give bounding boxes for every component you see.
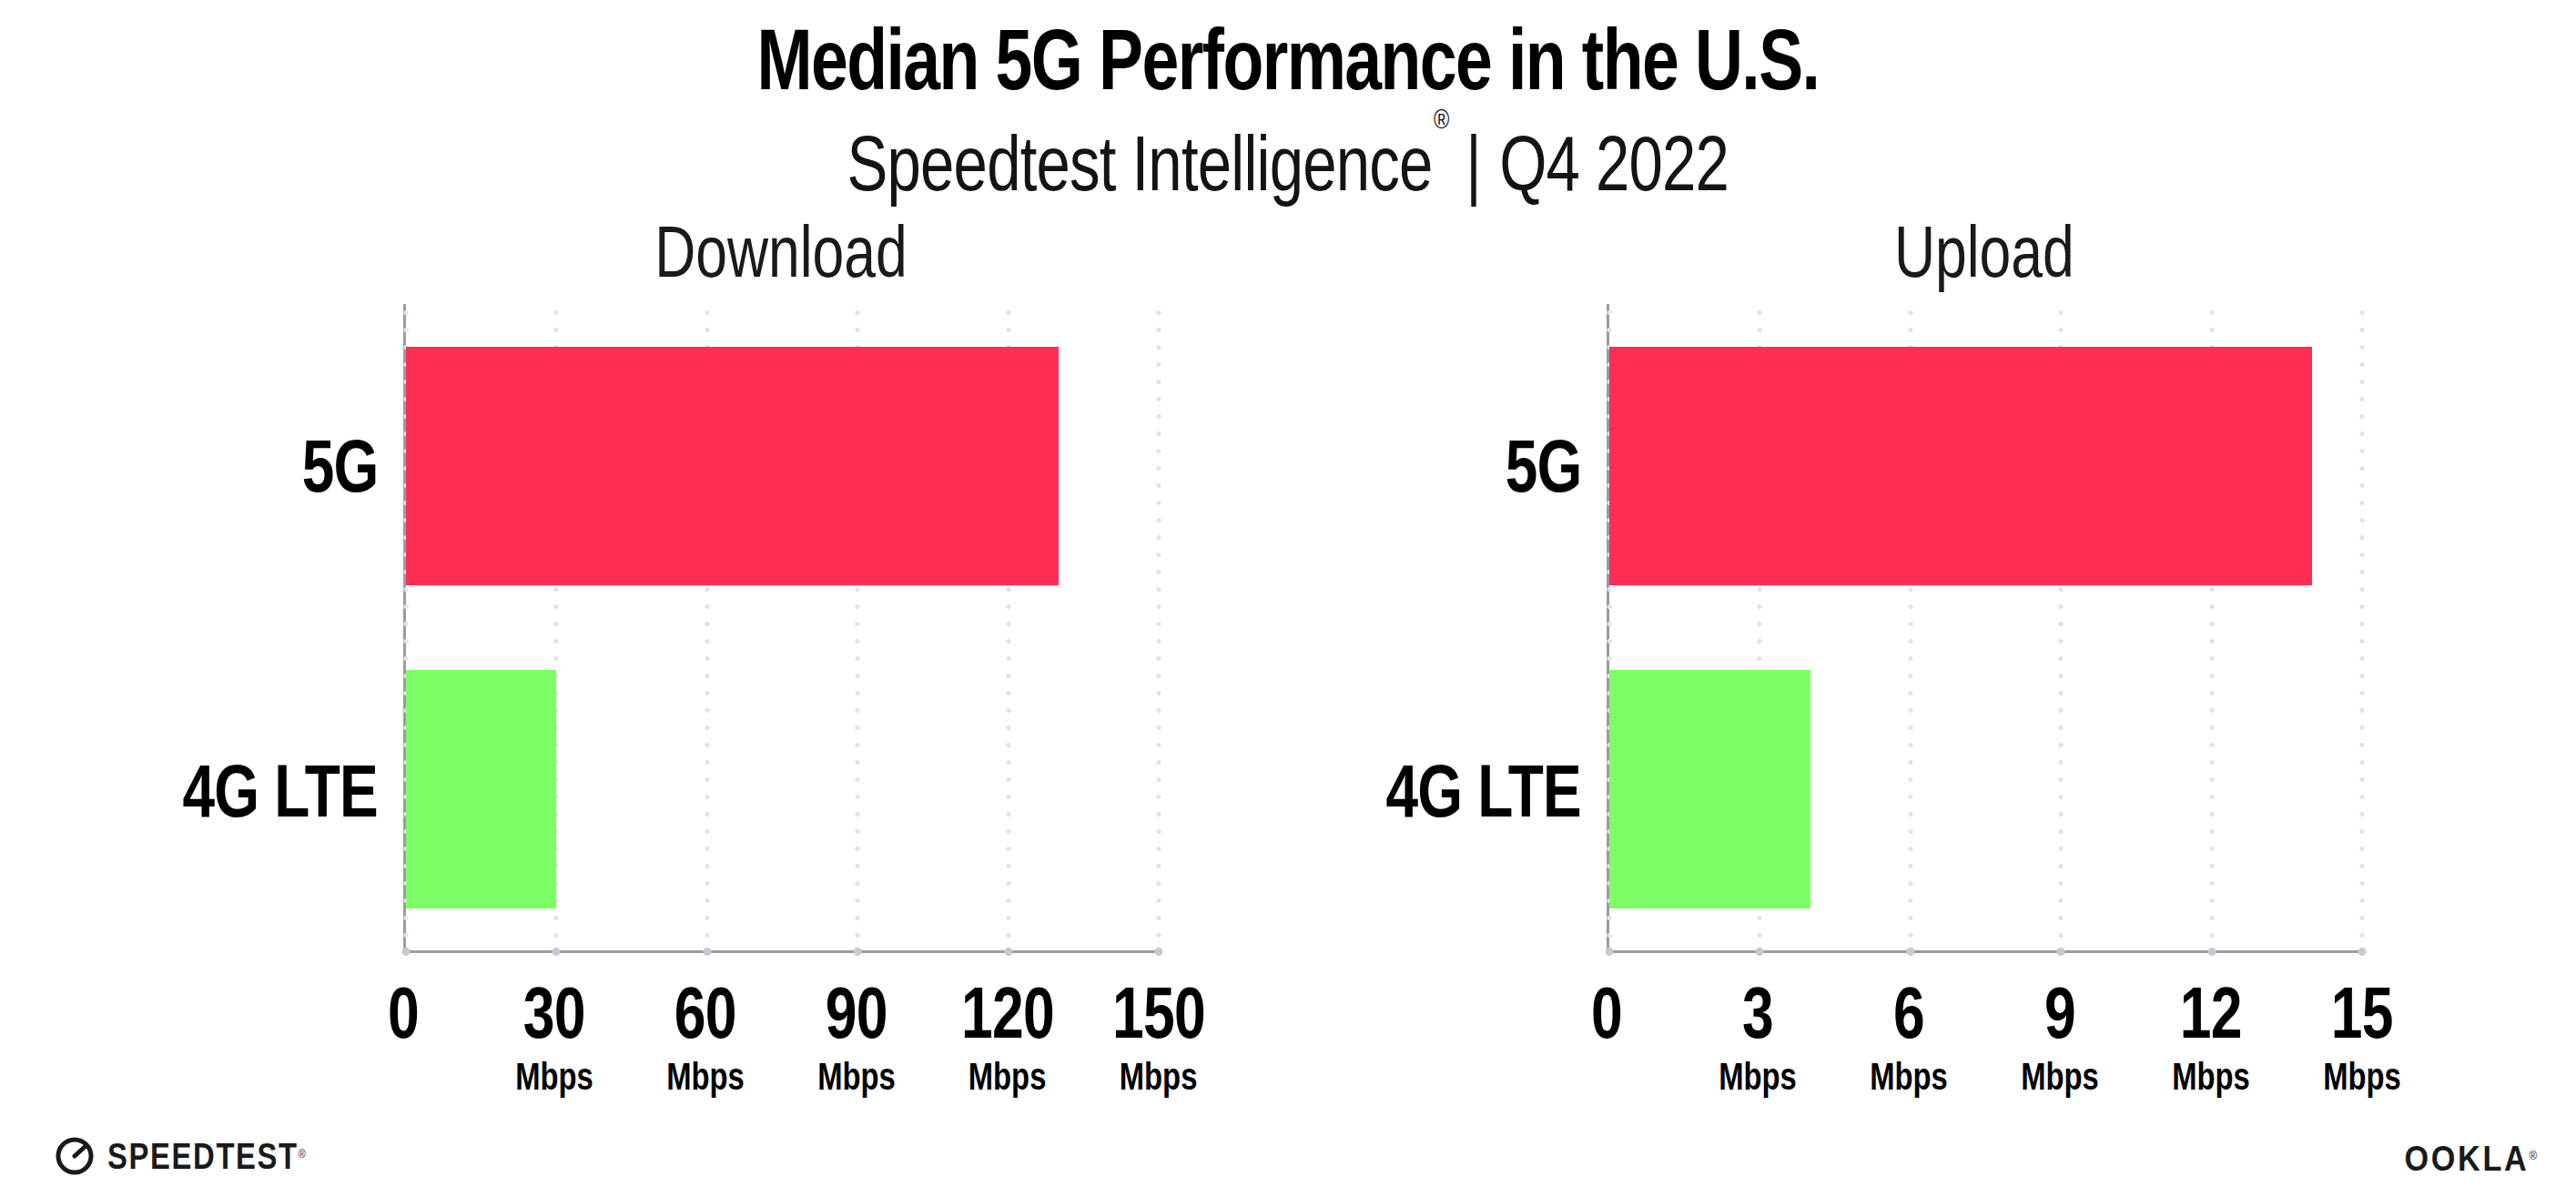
x-axis-labels: 03Mbps6Mbps9Mbps12Mbps15Mbps <box>1607 974 2362 1120</box>
ookla-logo: OOKLA® <box>2389 1140 2540 1179</box>
subtitle-period: Q4 2022 <box>1499 119 1729 207</box>
bar-row <box>406 304 1159 627</box>
chart-title: Upload <box>1607 211 2362 293</box>
plot-area <box>1607 304 2362 953</box>
bars <box>1609 304 2362 950</box>
bar-4g-lte <box>406 670 556 908</box>
bar-row <box>406 627 1159 950</box>
x-tick: 15Mbps <box>2312 974 2412 1100</box>
x-tick-unit: Mbps <box>655 1054 756 1100</box>
axis-tick-mark <box>703 948 711 956</box>
speedtest-registered-mark: ® <box>299 1147 308 1161</box>
x-tick-value: 90 <box>806 974 907 1052</box>
x-tick: 60Mbps <box>655 974 756 1100</box>
bars <box>406 304 1159 950</box>
bar-row <box>1609 627 2362 950</box>
bar-row <box>1609 304 2362 627</box>
ookla-registered-mark: ® <box>2530 1149 2540 1162</box>
page-subtitle: Speedtest Intelligence®|Q4 2022 <box>0 109 2576 208</box>
y-axis-labels: 5G4G LTE <box>146 304 378 953</box>
x-tick: 30Mbps <box>504 974 604 1100</box>
x-tick-value: 15 <box>2312 974 2412 1052</box>
chart-title: Download <box>403 211 1159 293</box>
page-title: Median 5G Performance in the U.S. <box>0 13 2576 107</box>
plot-area <box>403 304 1159 953</box>
chart-header: Median 5G Performance in the U.S. Speedt… <box>0 13 2576 208</box>
subtitle-divider: | <box>1447 119 1499 207</box>
x-tick: 0 <box>1587 974 1627 1052</box>
axis-tick-mark <box>402 948 411 956</box>
x-tick-value: 0 <box>383 974 423 1052</box>
axis-tick-mark <box>1906 948 1914 956</box>
speedtest-gauge-icon <box>55 1136 95 1176</box>
ookla-logo-text: OOKLA® <box>2405 1140 2540 1179</box>
x-tick-unit: Mbps <box>2312 1054 2412 1100</box>
x-tick-value: 3 <box>1708 974 1808 1052</box>
x-tick-value: 60 <box>655 974 756 1052</box>
axis-tick-mark <box>854 948 862 956</box>
axis-tick-mark <box>1756 948 1764 956</box>
x-tick-value: 6 <box>1859 974 1959 1052</box>
x-tick-value: 12 <box>2161 974 2261 1052</box>
x-tick-unit: Mbps <box>2161 1054 2261 1100</box>
speedtest-logo: SPEEDTEST® <box>55 1132 350 1180</box>
x-tick-unit: Mbps <box>1859 1054 1959 1100</box>
subtitle-brand: Speedtest Intelligence <box>847 119 1433 207</box>
axis-tick-mark <box>2358 948 2367 956</box>
speedtest-logo-text: SPEEDTEST® <box>107 1136 307 1177</box>
x-tick: 12Mbps <box>2161 974 2261 1100</box>
axis-tick-mark <box>1606 948 1614 956</box>
axis-tick-mark <box>2057 948 2065 956</box>
x-axis-labels: 030Mbps60Mbps90Mbps120Mbps150Mbps <box>403 974 1159 1120</box>
registered-mark: ® <box>1434 104 1448 134</box>
bar-5g <box>1609 347 2312 585</box>
axis-tick-mark <box>2207 948 2216 956</box>
x-tick: 150Mbps <box>1100 974 1218 1100</box>
x-tick-value: 9 <box>2010 974 2110 1052</box>
x-tick-unit: Mbps <box>504 1054 604 1100</box>
bar-5g <box>406 347 1059 585</box>
x-tick-unit: Mbps <box>2010 1054 2110 1100</box>
x-tick: 120Mbps <box>948 974 1067 1100</box>
x-tick-unit: Mbps <box>1100 1054 1218 1100</box>
axis-tick-mark <box>1155 948 1163 956</box>
x-tick: 3Mbps <box>1708 974 1808 1100</box>
x-tick-unit: Mbps <box>1708 1054 1808 1100</box>
x-tick-unit: Mbps <box>948 1054 1067 1100</box>
y-axis-labels: 5G4G LTE <box>1349 304 1581 953</box>
x-tick-unit: Mbps <box>806 1054 907 1100</box>
bar-4g-lte <box>1609 670 1810 908</box>
x-tick: 6Mbps <box>1859 974 1959 1100</box>
download-chart: Download 5G4G LTE 030Mbps60Mbps90Mbps120… <box>146 211 1229 1121</box>
upload-chart: Upload 5G4G LTE 03Mbps6Mbps9Mbps12Mbps15… <box>1349 211 2432 1121</box>
y-label-5g: 5G <box>146 304 378 629</box>
x-tick-value: 30 <box>504 974 604 1052</box>
y-label-4g-lte: 4G LTE <box>146 629 378 954</box>
x-tick-value: 0 <box>1587 974 1627 1052</box>
y-label-4g-lte: 4G LTE <box>1349 629 1581 954</box>
axis-tick-mark <box>1004 948 1012 956</box>
x-tick: 9Mbps <box>2010 974 2110 1100</box>
y-label-5g: 5G <box>1349 304 1581 629</box>
axis-tick-mark <box>553 948 561 956</box>
x-tick-value: 120 <box>948 974 1067 1052</box>
x-tick-value: 150 <box>1100 974 1218 1052</box>
x-tick: 0 <box>383 974 423 1052</box>
x-tick: 90Mbps <box>806 974 907 1100</box>
